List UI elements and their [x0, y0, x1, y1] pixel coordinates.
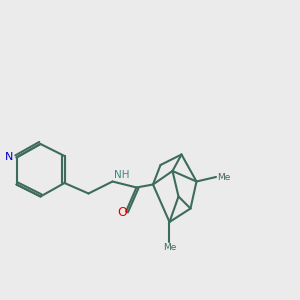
Text: N: N: [5, 152, 13, 163]
Text: O: O: [118, 206, 127, 220]
Text: Me: Me: [163, 243, 176, 252]
Text: Me: Me: [218, 172, 231, 182]
Text: NH: NH: [114, 170, 130, 180]
